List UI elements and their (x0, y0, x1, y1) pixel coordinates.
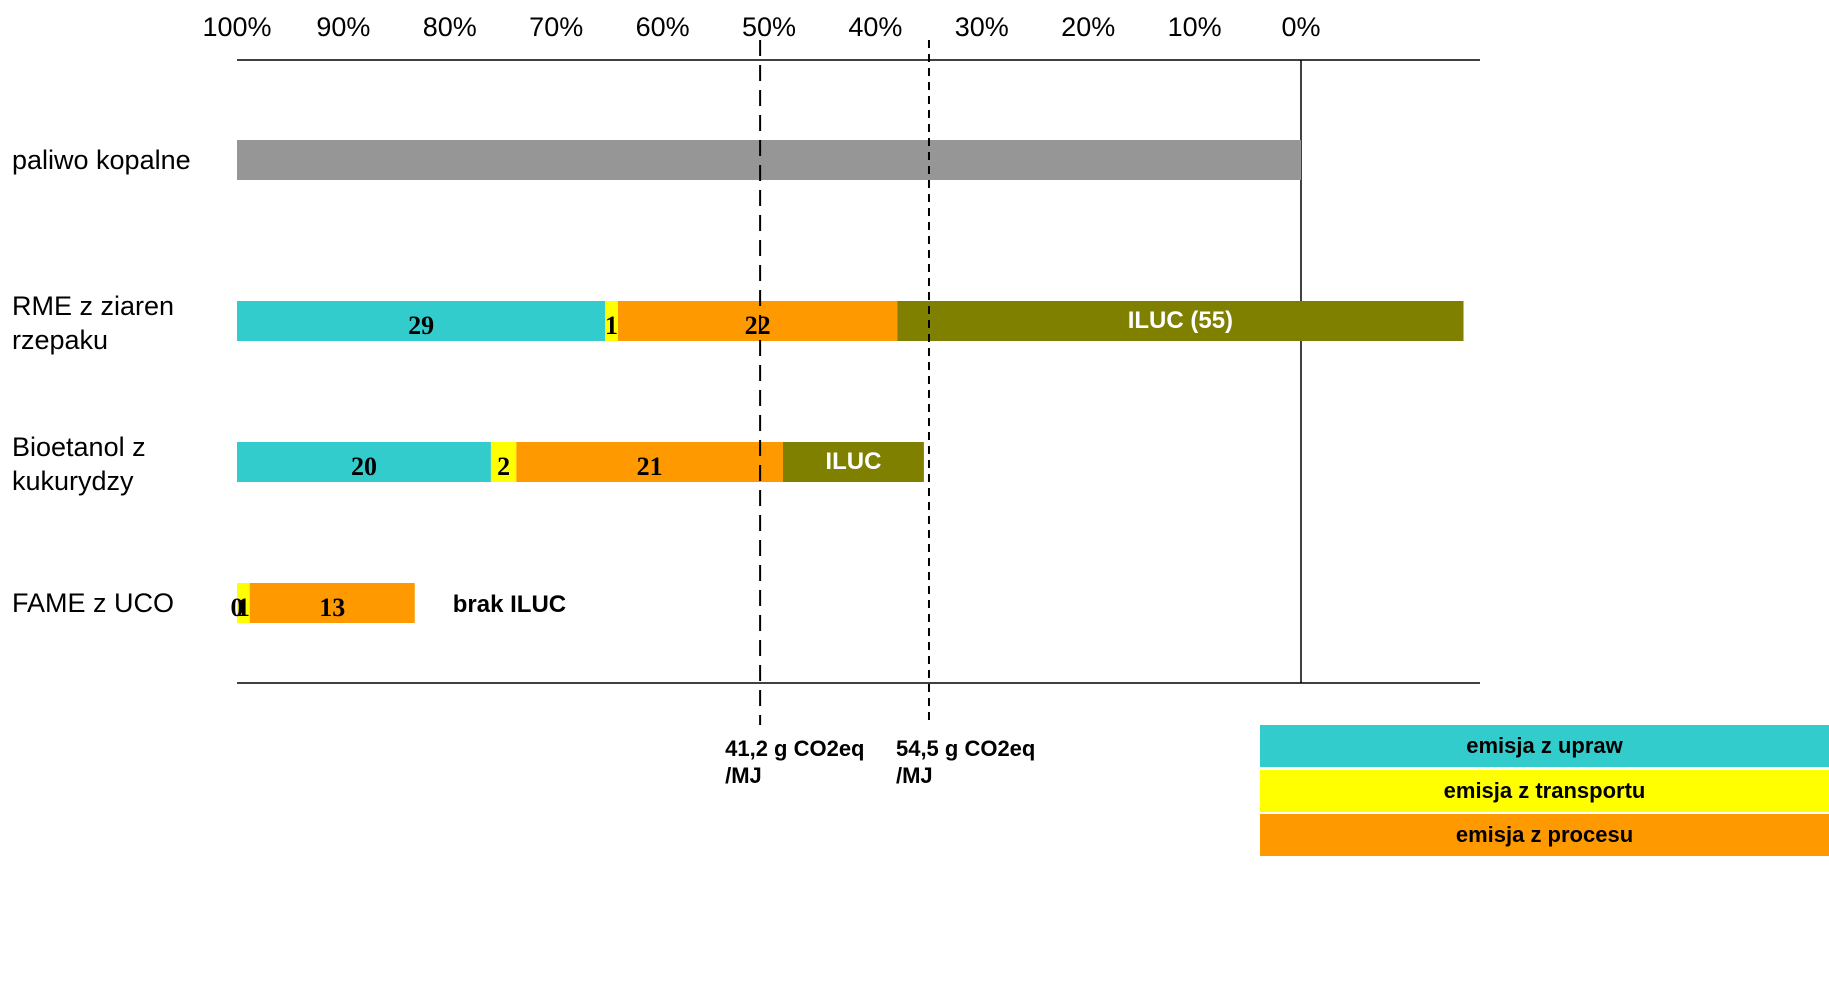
x-tick-label: 90% (316, 12, 370, 42)
data-label: ILUC (825, 448, 881, 475)
x-tick-label: 20% (1061, 12, 1115, 42)
category-label: FAME z UCO (12, 588, 174, 618)
reference-line-label: /MJ (725, 763, 762, 788)
x-tick-label: 40% (848, 12, 902, 42)
data-label: 29 (408, 311, 434, 340)
legend-entry-label: emisja z procesu (1456, 822, 1633, 847)
legend-entry-label: emisja z upraw (1466, 733, 1623, 758)
bar-segment-transport (605, 301, 618, 341)
legend-swatch (1260, 770, 1829, 812)
category-label-line: Bioetanol z (12, 432, 146, 462)
x-tick-label: 100% (202, 12, 271, 42)
category-label: paliwo kopalne (12, 145, 191, 175)
reference-line-label: 54,5 g CO2eq (896, 736, 1035, 761)
x-tick-label: 70% (529, 12, 583, 42)
category-label-line: kukurydzy (12, 466, 134, 496)
x-tick-label: 80% (423, 12, 477, 42)
annotation-label: brak ILUC (453, 591, 566, 618)
bar-segment-procesu (516, 442, 783, 482)
data-label: 22 (745, 311, 771, 340)
labels-layer: paliwo kopalne RME z ziaren rzepaku Bioetan… (12, 145, 1233, 788)
x-tick-label: 60% (636, 12, 690, 42)
data-label: ILUC (55) (1128, 307, 1233, 334)
bar-segment-procesu (617, 301, 898, 341)
legend: emisja z upraw emisja z transportu emisja … (1260, 725, 1829, 856)
x-tick-label: 30% (955, 12, 1009, 42)
legend-swatch (1260, 814, 1829, 856)
legend-entry-label: emisja z transportu (1444, 778, 1646, 803)
data-label: 20 (351, 452, 377, 481)
x-tick-label: 10% (1168, 12, 1222, 42)
x-tick-label: 0% (1281, 12, 1320, 42)
data-label: 0 (231, 593, 244, 622)
bar-segment-procesu (249, 583, 415, 623)
x-tick-label: 50% (742, 12, 796, 42)
reference-lines-layer (759, 40, 930, 725)
reference-line-label: 41,2 g CO2eq (725, 736, 864, 761)
reference-line-label: /MJ (896, 763, 933, 788)
category-label-line: RME z ziaren (12, 291, 174, 321)
category-label-line: rzepaku (12, 325, 108, 355)
bar-segment-transport (237, 583, 250, 623)
legend-swatch (1260, 725, 1829, 767)
bar-segment-iluc (782, 442, 924, 482)
data-label: 13 (319, 593, 345, 622)
data-label: 2 (497, 452, 510, 481)
bars-layer (237, 140, 1464, 623)
category-label: Bioetanol z kukurydzy (12, 432, 146, 496)
bar-segment-transport (490, 442, 517, 482)
bar-segment-iluc (897, 301, 1464, 341)
bar-segment-upraw (237, 301, 606, 341)
category-label: RME z ziaren rzepaku (12, 291, 174, 355)
bar-segment-fossil (237, 140, 1301, 180)
data-label: 1 (605, 311, 618, 340)
data-label: 21 (637, 452, 663, 481)
axis-layer: 100% 90% 80% 70% 60% 50% 40% 30% 20% 10% 0% (202, 12, 1480, 684)
bar-segment-upraw (237, 442, 491, 482)
data-label: 1 (237, 593, 250, 622)
